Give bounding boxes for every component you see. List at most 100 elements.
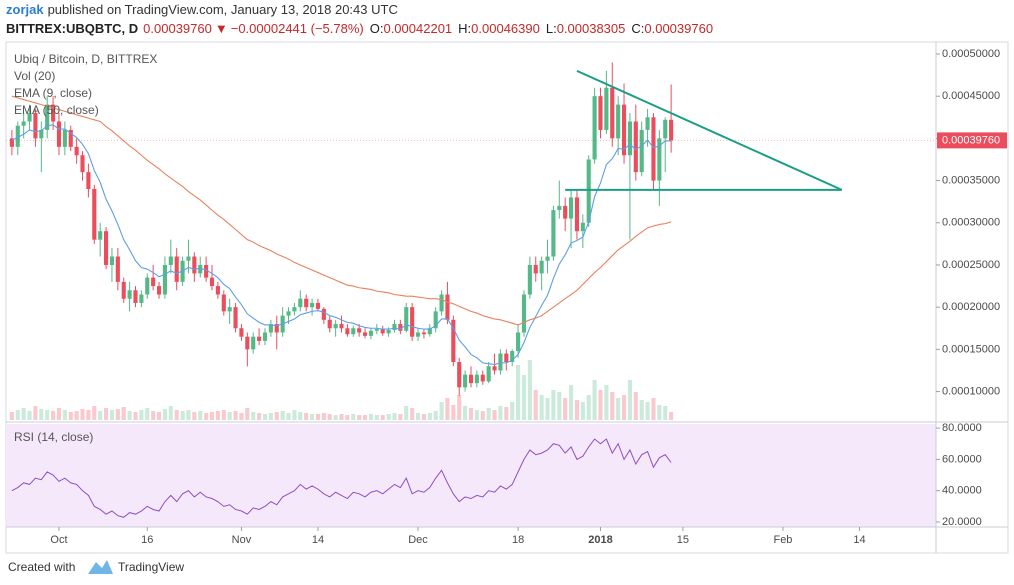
candle-body: [239, 328, 244, 337]
candle-body: [86, 172, 91, 190]
volume-bar: [315, 414, 321, 420]
volume-bar: [645, 402, 650, 420]
volume-bar: [374, 415, 379, 420]
volume-bar: [451, 405, 456, 420]
rsi-tick-label: 80.0000: [942, 422, 982, 434]
volume-bar: [215, 411, 220, 420]
volume-bar: [257, 413, 262, 420]
candle-body: [398, 324, 403, 331]
volume-bar: [198, 411, 203, 420]
volume-bar: [521, 375, 527, 420]
candle-body: [433, 311, 438, 329]
volume-bar: [115, 409, 120, 420]
candle-body: [45, 104, 50, 130]
candle-body: [604, 87, 609, 130]
y-tick-label: 0.00035000: [942, 174, 1000, 186]
candle-body: [292, 307, 297, 312]
candle-body: [404, 307, 409, 331]
candle-body: [574, 197, 580, 232]
volume-bar: [304, 413, 309, 420]
ohlc-value: 0.00046390: [471, 21, 540, 36]
ema-line: [11, 124, 672, 366]
volume-bar: [174, 410, 179, 420]
candle-body: [657, 138, 662, 181]
ohlc-value: 0.00042201: [383, 21, 452, 36]
volume-bar: [392, 413, 397, 420]
volume-bar: [204, 413, 209, 420]
candle-body: [516, 332, 521, 352]
header-line: zorjak published on TradingView.com, Janu…: [6, 2, 398, 17]
candle-body: [339, 324, 344, 329]
volume-bar: [398, 414, 403, 420]
candle-body: [486, 366, 491, 382]
ohlc-label: O:: [370, 21, 384, 36]
candle-body: [127, 290, 132, 299]
volume-bar: [633, 392, 638, 420]
volume-bar: [292, 410, 297, 420]
rsi-tick-label: 20.0000: [942, 516, 982, 528]
volume-bar: [669, 412, 674, 420]
candle-body: [380, 329, 385, 334]
volume-bar: [610, 392, 615, 420]
candle-body: [374, 329, 379, 331]
x-tick-label: 2018: [588, 534, 612, 546]
candle-body: [286, 311, 291, 316]
symbol: BITTREX:UBQBTC, D: [6, 21, 138, 36]
candle-body: [463, 374, 468, 388]
x-tick-label: 15: [677, 534, 689, 546]
ohlc-label: C:: [631, 21, 644, 36]
candle-body: [27, 113, 32, 122]
candle-body: [557, 205, 562, 211]
candle-body: [421, 332, 426, 335]
rsi-tick-label: 40.0000: [942, 485, 982, 497]
logo: [88, 560, 113, 574]
volume-bar: [68, 412, 73, 420]
candle-body: [104, 231, 109, 265]
volume-bar: [663, 406, 668, 420]
volume-bar: [421, 414, 426, 420]
candle-body: [39, 129, 44, 139]
y-tick-label: 0.00050000: [942, 48, 1000, 60]
candle-body: [121, 281, 126, 299]
volume-bar: [45, 410, 50, 420]
logo-shape: [88, 560, 113, 574]
volume-bar: [516, 365, 521, 420]
candle-body: [457, 362, 462, 388]
candle-body: [492, 366, 497, 371]
ema-line: [11, 95, 672, 326]
candle-body: [204, 264, 209, 278]
ohlc-value: 0.00039760: [644, 21, 713, 36]
candle-body: [245, 336, 250, 350]
candle-body: [9, 138, 14, 147]
candle-body: [645, 117, 650, 130]
volume-bar: [186, 410, 191, 420]
volume-bar: [539, 395, 544, 420]
volume-bar: [209, 412, 215, 420]
volume-bar: [345, 415, 350, 420]
y-tick-label: 0.00025000: [942, 259, 1000, 271]
volume-bar: [604, 385, 609, 420]
volume-bar: [357, 415, 362, 420]
candle-body: [321, 308, 326, 320]
candle-body: [351, 328, 356, 335]
volume-bar: [468, 408, 474, 420]
legend-series: EMA (9, close): [14, 86, 92, 100]
volume-bar: [339, 414, 344, 420]
footer-brand[interactable]: TradingView: [118, 560, 184, 574]
volume-bar: [380, 415, 385, 420]
quote-line: BITTREX:UBQBTC, D 0.00039760 ▼ −0.00002441 …: [6, 21, 713, 36]
candle-body: [327, 319, 332, 329]
volume-bar: [62, 410, 67, 420]
volume-bar: [104, 408, 109, 420]
volume-bar: [168, 406, 173, 420]
candle-body: [51, 104, 56, 122]
volume-bar: [498, 406, 503, 420]
candle-body: [621, 104, 627, 156]
volume-bar: [245, 408, 250, 420]
volume-bar: [86, 410, 91, 420]
volume-bar: [109, 410, 115, 420]
candle-body: [504, 353, 509, 363]
main-pane: [6, 62, 936, 420]
candle-body: [651, 117, 656, 181]
candle-body: [168, 256, 173, 265]
